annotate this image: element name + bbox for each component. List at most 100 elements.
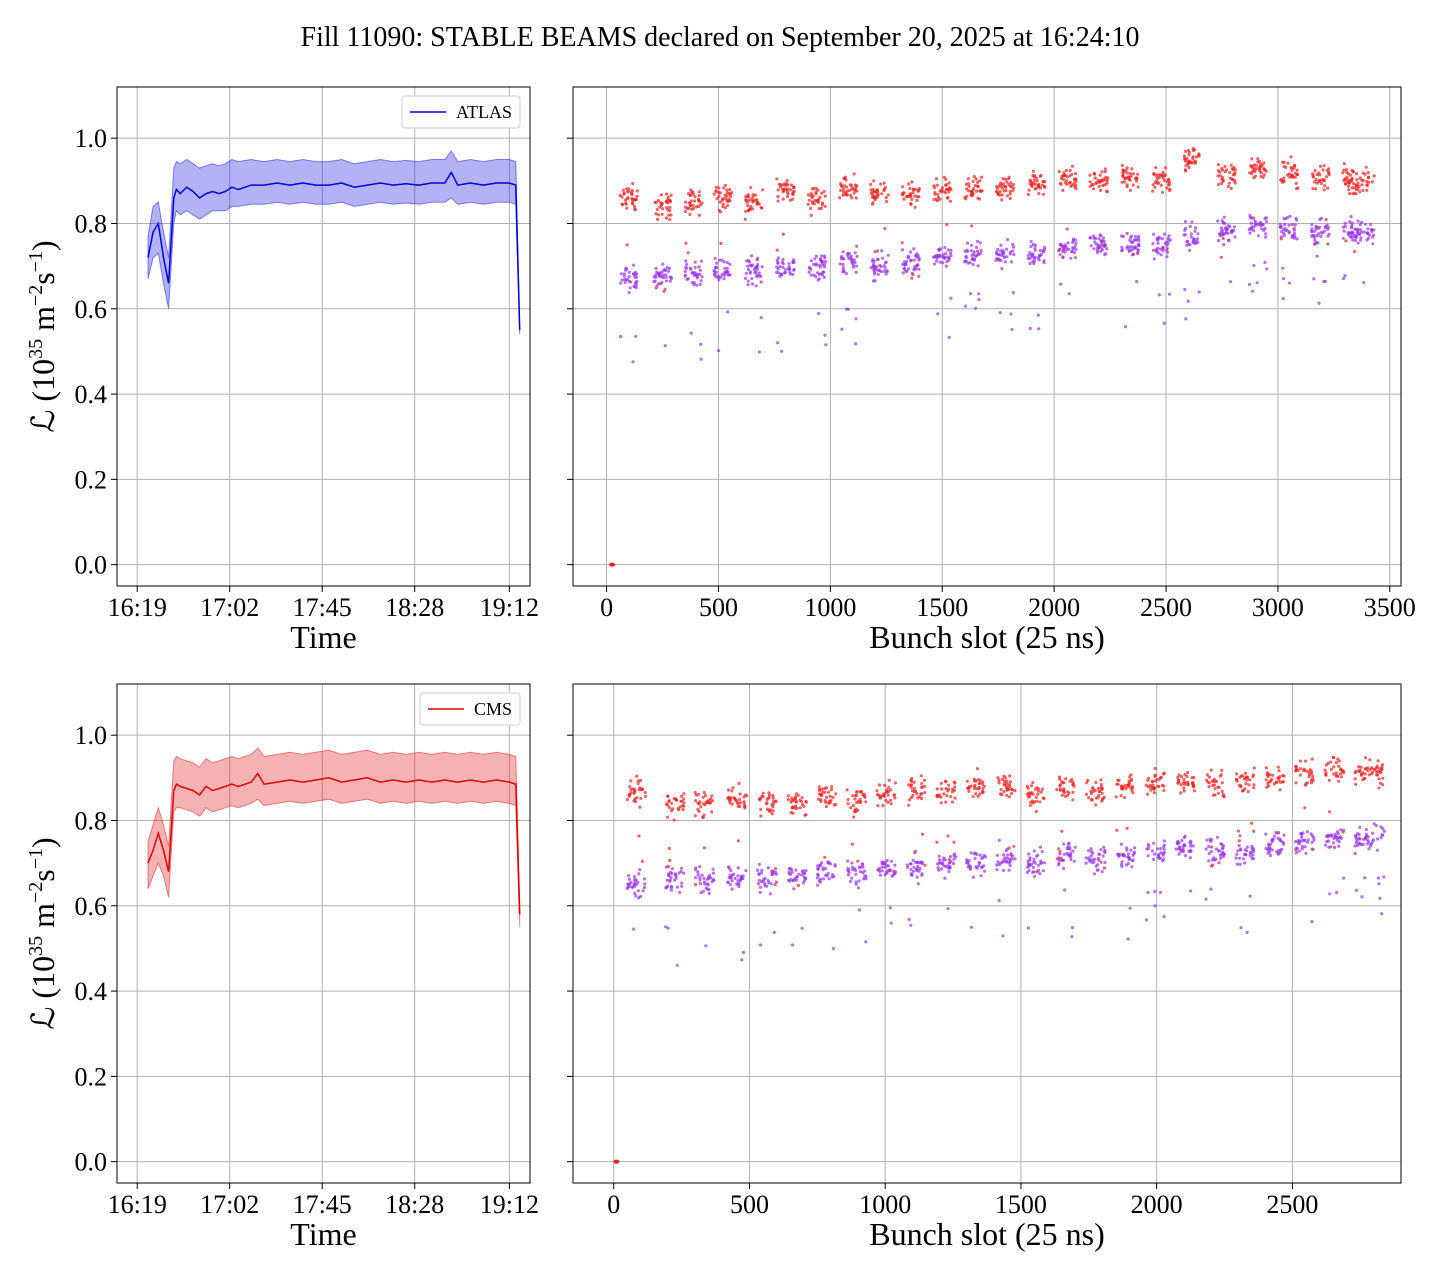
bunch-point [1211, 780, 1215, 784]
bunch-point [1065, 227, 1069, 231]
bunch-point [969, 925, 974, 929]
bunch-point [1287, 281, 1292, 285]
bunch-point [662, 268, 666, 272]
bunch-point [664, 925, 668, 929]
bunch-point [1226, 184, 1230, 189]
bunch-point [1252, 783, 1256, 787]
bunch-point [995, 184, 999, 189]
bunch-point [633, 891, 637, 896]
bunch-point [1115, 782, 1119, 786]
bunch-point [1084, 792, 1088, 797]
y-axis-label: ℒ (1035 m−2s−1) [25, 240, 61, 432]
bunch-point [1188, 856, 1192, 860]
bunch-point [834, 802, 838, 807]
bunch-point [1101, 236, 1106, 240]
bunch-point [630, 191, 634, 196]
bunch-point [1258, 159, 1262, 163]
bunch-point [1104, 252, 1108, 256]
bunch-point [725, 188, 729, 192]
bunch-point [1266, 851, 1270, 855]
bunch-point [1204, 847, 1208, 851]
bunch-point [873, 279, 877, 283]
bunch-point [1127, 175, 1131, 179]
bunch-point [1064, 777, 1068, 781]
bunch-point [1252, 786, 1256, 790]
bunch-point [932, 197, 936, 202]
bunch-point [1258, 162, 1263, 166]
bunch-point [1123, 795, 1127, 800]
bunch-point [639, 778, 643, 783]
bunch-point [736, 801, 740, 806]
bunch-point [1317, 179, 1321, 184]
bunch-point [1227, 181, 1231, 185]
bunch-point [1007, 787, 1011, 791]
bunch-point [693, 876, 698, 880]
bunch-point [1191, 148, 1196, 153]
bunch-point [952, 840, 956, 844]
bunch-point [618, 334, 623, 339]
bunch-point [1235, 862, 1239, 866]
bunch-point [976, 180, 980, 184]
bunch-point [1229, 280, 1233, 284]
bunch-point [858, 790, 862, 794]
bunch-point [844, 307, 849, 311]
bunch-point [1128, 172, 1132, 176]
bunch-point [1373, 767, 1377, 771]
bunch-point [1071, 247, 1075, 251]
bunch-point [1305, 840, 1309, 844]
bunch-point [849, 806, 853, 810]
bunch-point [632, 791, 636, 795]
scatter-points [613, 755, 1386, 1164]
bunch-point [1120, 864, 1124, 869]
bunch-point [1210, 845, 1214, 849]
bunch-point [771, 796, 775, 800]
bunch-point [693, 265, 697, 270]
bunch-point [1358, 769, 1362, 773]
bunch-point [850, 876, 854, 880]
bunch-point [776, 199, 780, 203]
bunch-point [944, 800, 948, 804]
bunch-point [717, 186, 721, 190]
bunch-point [826, 860, 830, 864]
bunch-point [1012, 252, 1016, 257]
bunch-point [975, 249, 980, 253]
bunch-point [1349, 215, 1353, 219]
bunch-point [822, 270, 826, 274]
bunch-point [889, 859, 894, 863]
bunch-point [920, 785, 924, 790]
bunch-point [831, 873, 835, 877]
bunch-point [1001, 868, 1006, 873]
bunch-point [1181, 849, 1185, 854]
bunch-point [668, 205, 672, 209]
bunch-point [1027, 862, 1031, 867]
bunch-point [1197, 290, 1201, 294]
y-tick-label: 0.4 [75, 977, 108, 1006]
bunch-point [1342, 178, 1346, 183]
bunch-point [619, 272, 623, 276]
bunch-point [775, 177, 779, 181]
bunch-point [1267, 847, 1271, 851]
bunch-point [851, 803, 855, 808]
bunch-point [729, 869, 733, 873]
bunch-point [682, 797, 686, 801]
bunch-point [1366, 227, 1370, 231]
bunch-point [910, 271, 914, 275]
bunch-point [947, 783, 951, 787]
bunch-point [728, 273, 732, 277]
bunch-point [1009, 853, 1013, 857]
bunch-point [1186, 162, 1190, 166]
bunch-point [1382, 829, 1386, 833]
bunch-point [1011, 189, 1015, 193]
bunch-point [1150, 849, 1154, 853]
bunch-point [1036, 789, 1040, 793]
bunch-point [1337, 836, 1341, 840]
bunch-point [847, 252, 852, 256]
bunch-point [1151, 189, 1155, 193]
bunch-point [1000, 777, 1004, 781]
bunch-point [1120, 163, 1124, 168]
bunch-point [1251, 289, 1255, 293]
bunch-point [1146, 890, 1150, 895]
bunch-point [1066, 241, 1070, 245]
bunch-point [852, 191, 856, 195]
